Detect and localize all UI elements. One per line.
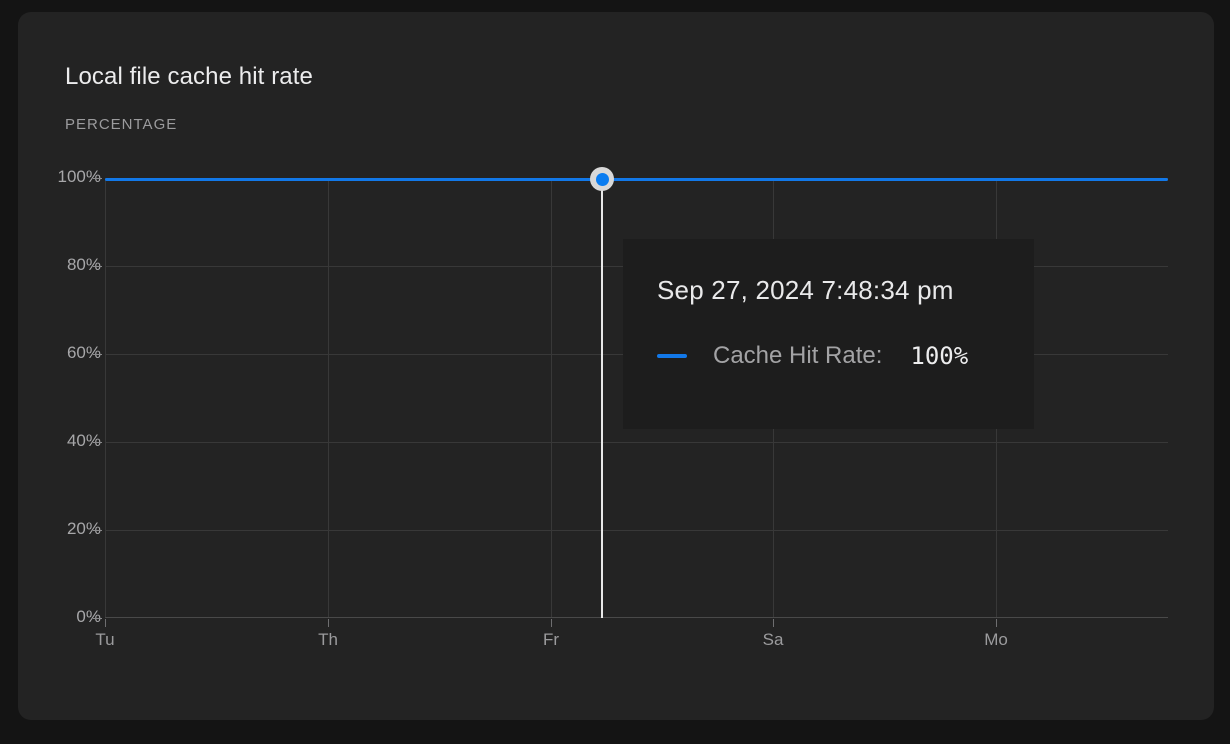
- gridline-horizontal: [105, 530, 1168, 531]
- chart-card: Local file cache hit rate PERCENTAGE 100…: [18, 12, 1214, 720]
- gridline-horizontal: [105, 442, 1168, 443]
- x-tick-label-mo: Mo: [984, 630, 1008, 649]
- y-tick-label-60: 60%: [66, 343, 101, 362]
- x-tick-mark: [551, 619, 552, 627]
- x-tick-mark: [105, 619, 106, 627]
- gridline-vertical: [328, 178, 329, 618]
- crosshair-dot-icon[interactable]: [590, 167, 614, 191]
- series-line-cache-hit-rate: [105, 178, 1168, 181]
- tooltip-series-label: Cache Hit Rate:: [713, 342, 883, 369]
- tooltip-series-value: 100%: [910, 342, 969, 370]
- gridline-vertical: [105, 178, 106, 618]
- tooltip-series-row: Cache Hit Rate: 100%: [657, 342, 1000, 370]
- y-tick-mark-60: [93, 354, 102, 355]
- y-tick-label-40: 40%: [66, 431, 101, 450]
- tooltip-date: Sep 27, 2024 7:48:34 pm: [657, 275, 954, 305]
- x-tick-label-sa: Sa: [762, 630, 784, 649]
- crosshair-line[interactable]: [601, 178, 603, 618]
- y-tick-mark-80: [93, 266, 102, 267]
- y-tick-label-20: 20%: [66, 519, 101, 538]
- y-tick-label-100: 100%: [57, 167, 101, 186]
- y-tick-mark-40: [93, 442, 102, 443]
- y-tick-mark-100: [93, 178, 102, 179]
- chart-tooltip: Sep 27, 2024 7:48:34 pm Cache Hit Rate: …: [623, 239, 1034, 429]
- y-tick-mark-20: [93, 530, 102, 531]
- x-tick-label-th: Th: [318, 630, 338, 649]
- y-tick-mark-0: [93, 618, 102, 619]
- x-tick-mark: [328, 619, 329, 627]
- x-tick-label-fr: Fr: [542, 630, 560, 649]
- line-swatch-icon: [657, 354, 687, 358]
- page-title: Local file cache hit rate: [65, 63, 313, 90]
- y-tick-label-0: 0%: [76, 607, 101, 626]
- y-tick-label-80: 80%: [66, 255, 101, 274]
- x-tick-label-tu: Tu: [95, 630, 115, 649]
- x-tick-mark: [996, 619, 997, 627]
- chart-subtitle: PERCENTAGE: [65, 116, 178, 133]
- gridline-vertical: [551, 178, 552, 618]
- x-axis-baseline: [105, 617, 1168, 618]
- x-tick-mark: [773, 619, 774, 627]
